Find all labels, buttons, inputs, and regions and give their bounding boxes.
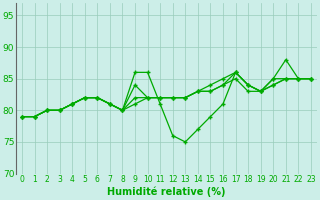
X-axis label: Humidité relative (%): Humidité relative (%) xyxy=(107,187,226,197)
